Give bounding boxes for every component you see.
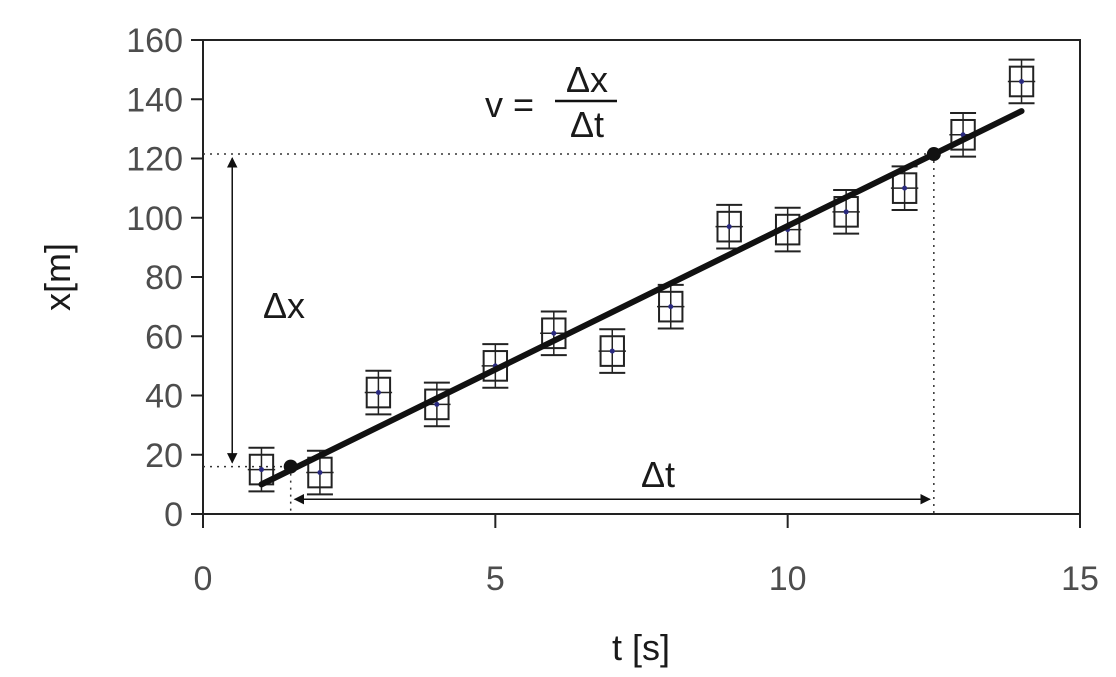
data-point xyxy=(364,369,393,416)
y-axis-label: x[m] xyxy=(37,243,78,311)
data-marker xyxy=(902,185,908,191)
formula-denominator: Δt xyxy=(570,104,604,145)
y-axis-ticks: 0 20 40 60 80 100 120 140 160 xyxy=(126,22,203,534)
velocity-formula: v = Δx Δt xyxy=(485,59,617,145)
x-tick-label: 0 xyxy=(194,560,213,598)
data-marker xyxy=(726,224,732,230)
data-marker xyxy=(317,470,323,476)
data-marker xyxy=(609,348,615,354)
data-point xyxy=(1007,58,1036,105)
data-point xyxy=(423,381,451,428)
y-tick-label: 20 xyxy=(145,437,183,475)
y-tick-label: 60 xyxy=(145,318,183,356)
y-tick-label: 140 xyxy=(126,81,183,119)
delta-x-label: Δx xyxy=(263,285,305,326)
y-tick-label: 40 xyxy=(145,378,183,416)
marked-point xyxy=(283,459,298,474)
delta-t-label: Δt xyxy=(641,454,675,495)
y-tick-label: 160 xyxy=(126,22,183,60)
y-tick-label: 0 xyxy=(164,496,183,534)
data-marker xyxy=(375,390,381,396)
formula-lhs: v = xyxy=(485,84,534,125)
data-marker xyxy=(1019,78,1025,84)
data-marker xyxy=(843,209,849,215)
x-tick-label: 10 xyxy=(769,560,807,598)
data-point xyxy=(715,203,743,250)
plot-area-frame xyxy=(202,39,1081,515)
delta-guides xyxy=(203,153,935,514)
x-axis-ticks: 0 5 10 15 xyxy=(194,514,1099,598)
data-marker xyxy=(258,467,264,473)
x-axis-label: t [s] xyxy=(612,627,670,668)
marked-point xyxy=(926,147,941,162)
fit-line xyxy=(258,108,1025,488)
x-tick-label: 15 xyxy=(1061,560,1099,598)
formula-numerator: Δx xyxy=(566,59,608,100)
data-marker xyxy=(434,401,440,407)
y-tick-label: 80 xyxy=(145,259,183,297)
fit-line-group xyxy=(258,108,1025,488)
y-tick-label: 120 xyxy=(126,141,183,179)
x-tick-label: 5 xyxy=(486,560,505,598)
data-marker xyxy=(551,330,557,336)
data-points xyxy=(247,58,1036,496)
y-tick-label: 100 xyxy=(126,200,183,238)
data-point xyxy=(598,328,626,374)
data-marker xyxy=(668,304,674,310)
